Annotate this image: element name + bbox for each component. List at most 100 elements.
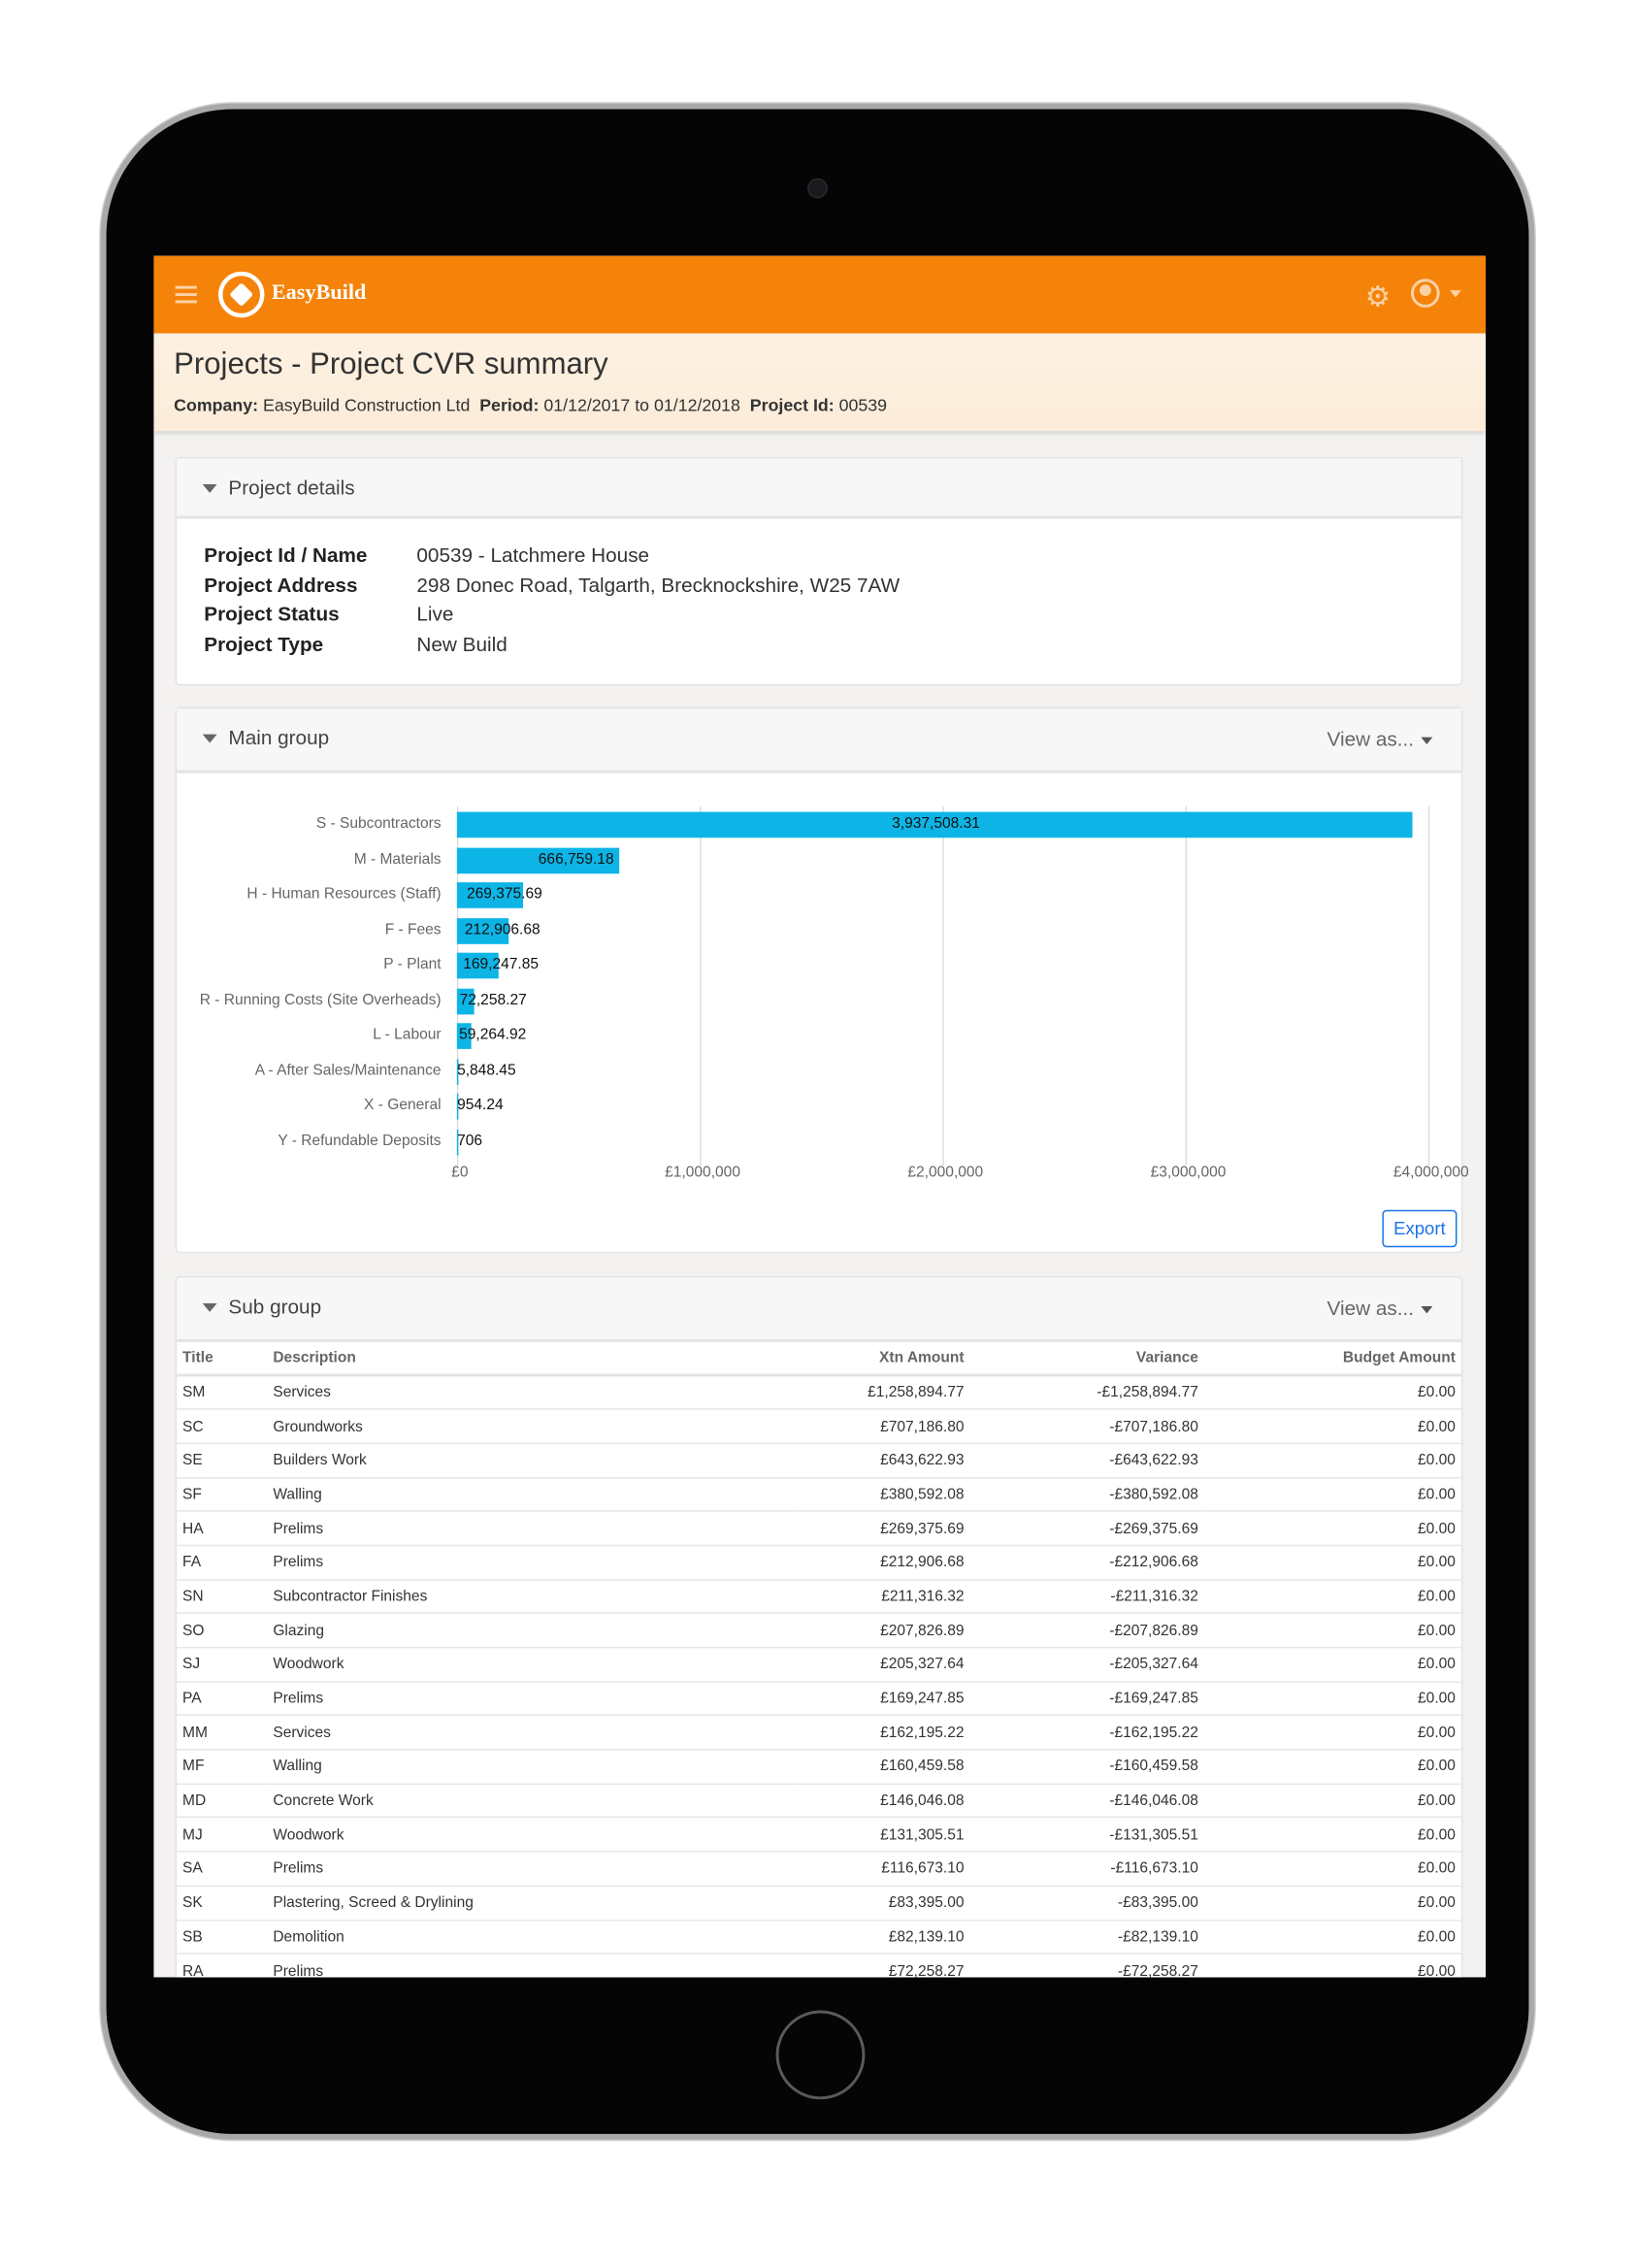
cell-xtn-amount: £146,046.08 [797, 1783, 970, 1819]
cell-description: Woodwork [267, 1817, 798, 1853]
collapse-triangle-icon[interactable] [202, 483, 217, 493]
cell-description: Prelims [267, 1681, 798, 1717]
table-row[interactable]: MJ Woodwork £131,305.51 -£131,305.51 £0.00 [177, 1817, 1461, 1853]
cell-xtn-amount: £643,622.93 [797, 1443, 970, 1478]
gridline [456, 805, 459, 1166]
cell-budget-amount: £0.00 [1203, 1409, 1461, 1444]
cell-xtn-amount: £162,195.22 [797, 1715, 970, 1751]
table-row[interactable]: SB Demolition £82,139.10 -£82,139.10 £0.00 [177, 1920, 1461, 1956]
column-header[interactable]: Budget Amount [1203, 1341, 1461, 1377]
panel-title: Sub group [228, 1295, 322, 1318]
table-row[interactable]: SK Plastering, Screed & Drylining £83,395.… [177, 1886, 1461, 1921]
panel-title: Main group [228, 725, 330, 749]
hamburger-icon[interactable] [175, 285, 197, 304]
data-label: 5,848.45 [457, 1061, 516, 1079]
page-header: Projects - Project CVR summary Company: … [153, 333, 1487, 432]
brand-name[interactable]: EasyBuild [271, 281, 367, 305]
x-tick-label: £0 [451, 1164, 469, 1182]
detail-value: Live [416, 602, 454, 626]
cell-xtn-amount: £269,375.69 [797, 1511, 970, 1547]
table-row[interactable]: SE Builders Work £643,622.93 -£643,622.93 £0… [177, 1443, 1461, 1478]
column-header[interactable]: Xtn Amount [797, 1341, 970, 1377]
cell-variance: -£1,258,894.77 [969, 1375, 1204, 1410]
table-row[interactable]: MD Concrete Work £146,046.08 -£146,046.08 £0… [177, 1783, 1461, 1819]
bar[interactable] [456, 882, 523, 908]
cell-variance: -£643,622.93 [969, 1443, 1204, 1478]
main-group-header[interactable]: Main group View as... [177, 707, 1461, 773]
table-row[interactable]: SM Services £1,258,894.77 -£1,258,894.77 £0.… [177, 1375, 1461, 1410]
view-as-dropdown[interactable]: View as... [1327, 727, 1433, 750]
logo-icon[interactable] [218, 271, 265, 318]
cell-budget-amount: £0.00 [1203, 1681, 1461, 1717]
category-label: M - Materials [353, 849, 442, 868]
column-header[interactable]: Title [177, 1341, 268, 1377]
bar[interactable] [456, 846, 619, 873]
column-header[interactable]: Variance [969, 1341, 1204, 1377]
main-group-panel: Main group View as... £0 £1,000,000 £2,000… [175, 707, 1469, 1254]
app-screen: EasyBuild ⚙ Projects - Project CVR summa… [153, 255, 1487, 1978]
home-button[interactable] [775, 2010, 866, 2100]
export-button[interactable]: Export [1382, 1209, 1458, 1248]
gridline [942, 805, 944, 1166]
bar[interactable] [456, 1129, 459, 1155]
view-as-label: View as... [1327, 1296, 1415, 1320]
table-row[interactable]: RA Prelims £72,258.27 -£72,258.27 £0.00 [177, 1954, 1461, 1978]
table-row[interactable]: SN Subcontractor Finishes £211,316.32 -£211… [177, 1579, 1461, 1615]
bar[interactable] [456, 1023, 472, 1049]
table-row[interactable]: SC Groundworks £707,186.80 -£707,186.80 £0.0… [177, 1409, 1461, 1444]
data-label: 169,247.85 [463, 955, 540, 973]
table-row[interactable]: MF Walling £160,459.58 -£160,459.58 £0.00 [177, 1749, 1461, 1785]
table-row[interactable]: SJ Woodwork £205,327.64 -£205,327.64 £0.00 [177, 1647, 1461, 1683]
gridline [1427, 805, 1430, 1166]
view-as-dropdown[interactable]: View as... [1327, 1296, 1433, 1320]
data-label: 666,759.18 [538, 849, 614, 868]
table-row[interactable]: HA Prelims £269,375.69 -£269,375.69 £0.00 [177, 1511, 1461, 1547]
cell-xtn-amount: £83,395.00 [797, 1886, 970, 1921]
bar[interactable] [456, 952, 499, 979]
cell-budget-amount: £0.00 [1203, 1545, 1461, 1581]
sub-group-header[interactable]: Sub group View as... [177, 1277, 1461, 1342]
bar[interactable] [456, 987, 475, 1014]
detail-value: 298 Donec Road, Talgarth, Brecknockshire… [416, 573, 901, 596]
cell-variance: -£83,395.00 [969, 1886, 1204, 1921]
collapse-triangle-icon[interactable] [202, 734, 217, 743]
bar[interactable] [456, 1058, 459, 1085]
cell-budget-amount: £0.00 [1203, 1886, 1461, 1921]
bar[interactable] [456, 917, 509, 944]
cell-title: SO [177, 1613, 268, 1649]
cell-title: MF [177, 1749, 268, 1785]
chevron-down-icon[interactable] [1450, 290, 1461, 298]
gridline [1185, 805, 1188, 1166]
data-label: 212,906.68 [464, 920, 541, 938]
column-header[interactable]: Description [267, 1341, 798, 1377]
table-row[interactable]: FA Prelims £212,906.68 -£212,906.68 £0.00 [177, 1545, 1461, 1581]
project-details-header[interactable]: Project details [177, 458, 1461, 519]
project-id-label: Project Id: [749, 395, 835, 415]
cell-title: RA [177, 1954, 268, 1978]
table-row[interactable]: MM Services £162,195.22 -£162,195.22 £0.00 [177, 1715, 1461, 1751]
company-label: Company: [174, 395, 259, 415]
bar[interactable] [456, 811, 1414, 838]
table-row[interactable]: PA Prelims £169,247.85 -£169,247.85 £0.00 [177, 1681, 1461, 1717]
cell-title: MD [177, 1783, 268, 1819]
page-title: Projects - Project CVR summary [174, 347, 608, 381]
user-circle-icon[interactable] [1411, 279, 1440, 308]
cell-description: Prelims [267, 1545, 798, 1581]
cell-variance: -£82,139.10 [969, 1920, 1204, 1956]
collapse-triangle-icon[interactable] [202, 1302, 217, 1312]
bar[interactable] [456, 1093, 459, 1120]
table-row[interactable]: SA Prelims £116,673.10 -£116,673.10 £0.00 [177, 1852, 1461, 1887]
gear-icon[interactable]: ⚙ [1364, 281, 1392, 313]
cell-description: Demolition [267, 1920, 798, 1956]
data-label: 59,264.92 [459, 1026, 527, 1043]
cell-description: Builders Work [267, 1443, 798, 1478]
category-label: X - General [364, 1096, 442, 1114]
cell-variance: -£160,459.58 [969, 1749, 1204, 1785]
cell-xtn-amount: £1,258,894.77 [797, 1375, 970, 1410]
cell-budget-amount: £0.00 [1203, 1613, 1461, 1649]
cell-title: SJ [177, 1647, 268, 1683]
cell-title: FA [177, 1545, 268, 1581]
cell-variance: -£211,316.32 [969, 1579, 1204, 1615]
table-row[interactable]: SF Walling £380,592.08 -£380,592.08 £0.00 [177, 1477, 1461, 1513]
table-row[interactable]: SO Glazing £207,826.89 -£207,826.89 £0.00 [177, 1613, 1461, 1649]
